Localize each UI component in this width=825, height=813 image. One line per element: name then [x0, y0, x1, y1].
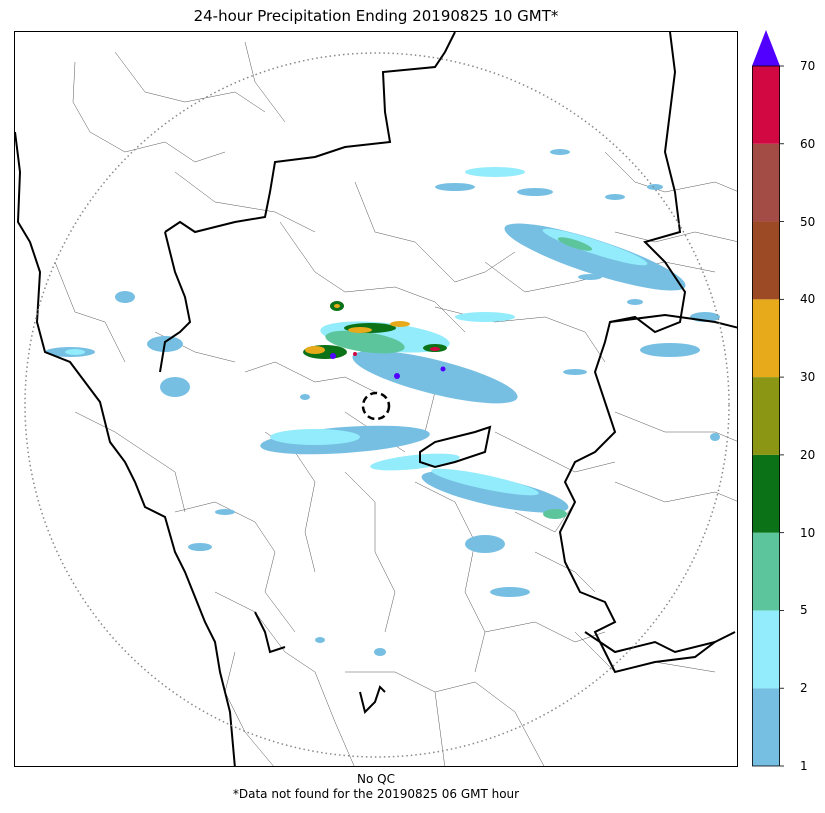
colorbar-segment — [752, 377, 780, 455]
colorbar — [752, 30, 812, 770]
colorbar-segment — [752, 143, 780, 222]
map-title: 24-hour Precipitation Ending 20190825 10… — [193, 7, 559, 25]
colorbar-tick-label: 10 — [800, 525, 816, 540]
colorbar-tick-label: 5 — [800, 603, 808, 618]
qc-note: No QC — [357, 772, 395, 786]
colorbar-tick-label: 70 — [800, 59, 816, 73]
colorbar-segment — [752, 299, 780, 378]
precipitation-areas — [45, 149, 720, 656]
colorbar-tick-label: 50 — [800, 214, 816, 229]
missing-data-note: *Data not found for the 20190825 06 GMT … — [232, 787, 520, 801]
colorbar-tick-label: 40 — [800, 292, 816, 307]
precipitation-map[interactable] — [14, 31, 738, 767]
colorbar-segment — [752, 688, 780, 766]
colorbar-tick-label: 1 — [800, 759, 808, 773]
colorbar-segment — [752, 610, 780, 689]
colorbar-tick-label: 2 — [800, 681, 808, 696]
colorbar-extend-arrow — [752, 30, 780, 66]
state-boundaries — [15, 32, 737, 766]
colorbar-segment — [752, 454, 780, 533]
colorbar-segment — [752, 221, 780, 300]
colorbar-tick-label: 20 — [800, 447, 816, 462]
colorbar-segment — [752, 532, 780, 611]
district-boundaries — [54, 41, 737, 766]
colorbar-segment — [752, 66, 780, 144]
colorbar-tick-label: 30 — [800, 370, 816, 385]
colorbar-tick-label: 60 — [800, 136, 816, 151]
radar-range-ring — [24, 52, 730, 758]
radar-site-marker — [361, 391, 391, 421]
